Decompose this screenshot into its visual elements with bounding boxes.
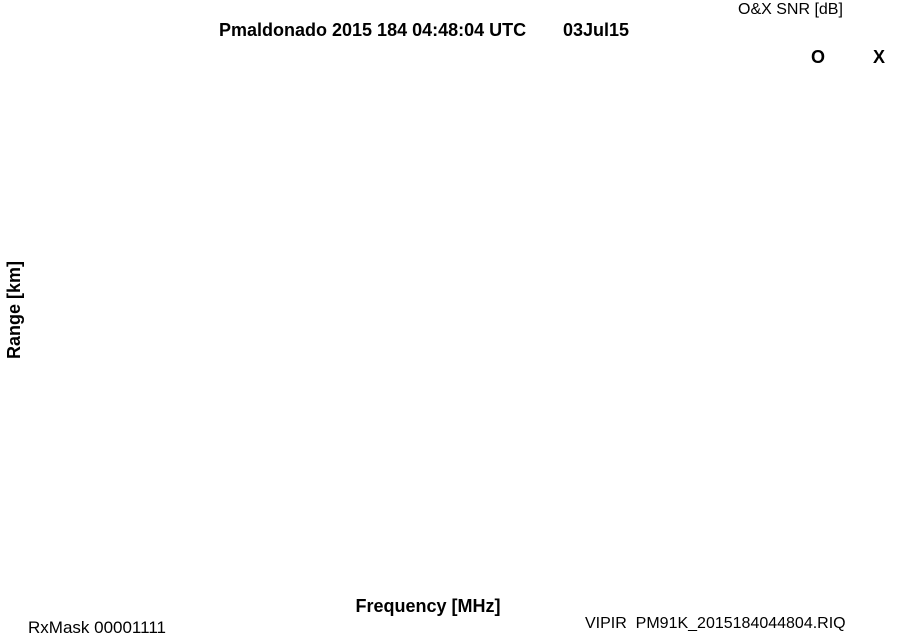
- colorbar-x-label: X: [872, 47, 885, 67]
- y-axis-title: Range [km]: [4, 260, 24, 360]
- rxmask-label: RxMask 00001111: [28, 618, 166, 636]
- colorbar-o-label: O: [810, 47, 825, 67]
- x-axis-title: Frequency [MHz]: [355, 596, 501, 616]
- filename-label: VIPIR PM91K_2015184044804.RIQ: [585, 615, 846, 632]
- plot-title: Pmaldonado 2015 184 04:48:04 UTC: [219, 20, 527, 40]
- colorbar-title: O&X SNR [dB]: [738, 1, 843, 18]
- plot-date: 03Jul15: [563, 20, 630, 40]
